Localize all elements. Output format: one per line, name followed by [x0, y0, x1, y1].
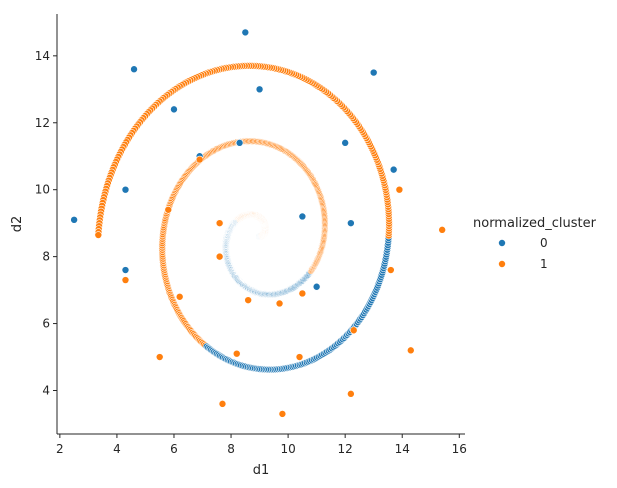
legend-label-1: 1 — [540, 257, 548, 271]
legend-title: normalized_cluster — [473, 216, 597, 231]
scatter-point-cluster-1 — [155, 353, 164, 361]
scatter-point-cluster-1 — [195, 155, 204, 164]
scatter-point-cluster-1 — [438, 226, 446, 234]
x-tick-label: 10 — [280, 442, 295, 456]
y-tick-label: 10 — [35, 183, 50, 197]
scatter-point-cluster-1 — [395, 185, 404, 194]
scatter-point-cluster-1 — [347, 390, 355, 398]
y-tick-label: 4 — [42, 383, 50, 397]
scatter-point-cluster-0 — [298, 212, 307, 221]
scatter-point-cluster-1 — [406, 346, 415, 355]
x-tick-label: 6 — [170, 442, 178, 456]
scatter-point-cluster-1 — [349, 326, 358, 335]
y-tick-label: 8 — [42, 250, 50, 264]
y-tick-label: 14 — [35, 49, 50, 63]
axes-layer — [56, 14, 465, 435]
legend-marker-1 — [497, 259, 506, 268]
legend: normalized_cluster 0 1 — [473, 216, 597, 271]
scatter-point-cluster-0 — [70, 216, 78, 224]
legend-label-0: 0 — [540, 236, 548, 250]
scatter-point-cluster-1 — [175, 292, 184, 301]
scatter-point-cluster-1 — [94, 231, 103, 239]
scatter-point-cluster-1 — [232, 349, 241, 358]
scatter-point-cluster-0 — [121, 185, 130, 194]
scatter-point-cluster-1 — [215, 219, 224, 227]
scatter-point-cluster-0 — [369, 68, 378, 77]
scatter-point-cluster-1 — [275, 299, 284, 308]
scatter-point-cluster-0 — [235, 139, 244, 147]
y-tick-label: 12 — [35, 116, 50, 130]
x-tick-label: 14 — [395, 442, 410, 456]
scatter-point-cluster-1 — [298, 289, 307, 298]
scatter-point-cluster-0 — [130, 65, 138, 74]
scatter-point-cluster-0 — [121, 266, 130, 274]
x-axis-label: d1 — [253, 463, 270, 478]
x-tick-label: 16 — [452, 442, 467, 456]
scatter-point-cluster-1 — [218, 400, 227, 408]
scatter-point-cluster-1 — [387, 266, 395, 274]
scatter-point-cluster-1 — [244, 296, 252, 304]
points-layer — [70, 28, 446, 418]
ticks-layer: 2 4 6 8 10 12 14 16 4 6 8 10 12 14 — [35, 49, 467, 456]
scatter-point-cluster-0 — [241, 28, 250, 37]
scatter-point-cluster-0 — [170, 105, 178, 114]
scatter-point-cluster-1 — [215, 252, 224, 261]
y-axis-label: d2 — [10, 216, 25, 233]
scatter-point-cluster-1 — [278, 410, 287, 418]
scatter-point-cluster-0 — [255, 85, 264, 94]
scatter-point-cluster-0 — [341, 139, 349, 147]
y-tick-label: 6 — [42, 317, 50, 331]
x-tick-label: 4 — [113, 442, 121, 456]
scatter-point-cluster-0 — [347, 219, 355, 227]
x-tick-label: 8 — [227, 442, 235, 456]
scatter-point-cluster-1 — [121, 276, 130, 284]
scatter-point-cluster-1 — [295, 353, 304, 361]
x-tick-label: 2 — [56, 442, 64, 456]
scatter-point-cluster-0 — [389, 165, 398, 174]
scatter-point-cluster-1 — [164, 205, 173, 214]
scatter-point-cluster-0 — [312, 282, 321, 291]
legend-marker-0 — [497, 238, 506, 247]
x-tick-label: 12 — [338, 442, 353, 456]
